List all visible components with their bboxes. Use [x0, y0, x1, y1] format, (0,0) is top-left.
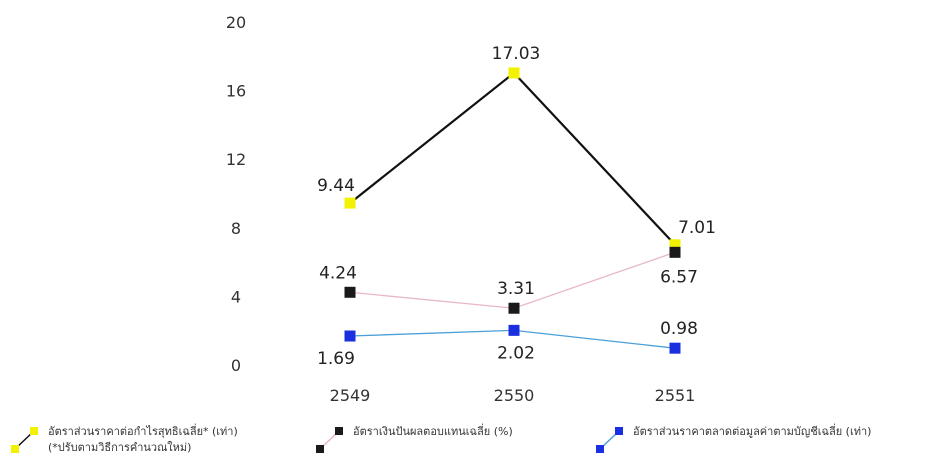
data-label: 7.01: [678, 218, 716, 238]
data-labels: 9.44 17.03 7.01 4.24 3.31 6.57 1.69 2.02 0.98: [317, 44, 716, 369]
y-tick-label: 12: [226, 150, 246, 169]
data-label: 2.02: [497, 343, 535, 363]
data-point: [344, 286, 356, 298]
data-label: 3.31: [497, 279, 535, 299]
x-axis-ticks: 2549 2550 2551: [330, 386, 696, 405]
chart: 0 4 8 12 16 20 2549 2550 2551 9.44 17.03 7.01 4.24…: [226, 13, 716, 405]
legend-pbv-icon: [596, 427, 623, 453]
data-label: 1.69: [317, 349, 355, 369]
data-point: [344, 197, 356, 209]
data-point: [508, 67, 520, 79]
y-tick-label: 16: [226, 82, 246, 101]
data-label: 0.98: [660, 319, 698, 339]
data-point: [669, 342, 681, 354]
data-point: [669, 246, 681, 258]
y-axis-ticks: 0 4 8 12 16 20: [226, 13, 246, 375]
data-label: 4.24: [319, 263, 357, 283]
series-markers: [344, 67, 681, 354]
legend-item-pe: อัตราส่วนราคาต่อกำไรสุทธิเฉลี่ย* (เท่า) …: [10, 424, 238, 456]
legend-item-dividend: อัตราเงินปันผลตอบแทนเฉลี่ย (%): [315, 424, 513, 454]
data-label: 6.57: [660, 267, 698, 287]
series-line: [349, 71, 676, 246]
legend-pe-note: (*ปรับตามวิธีการคำนวณใหม่): [48, 441, 192, 454]
y-tick-label: 4: [231, 287, 241, 306]
y-tick-label: 8: [231, 219, 241, 238]
x-tick-label: 2550: [494, 386, 535, 405]
legend-pe-icon: [11, 427, 38, 453]
data-label: 17.03: [492, 44, 541, 64]
data-label: 9.44: [317, 176, 355, 196]
legend-dividend-label: อัตราเงินปันผลตอบแทนเฉลี่ย (%): [353, 425, 513, 438]
y-tick-label: 20: [226, 13, 246, 32]
y-tick-label: 0: [231, 356, 241, 375]
legend-dividend-icon: [316, 427, 343, 453]
legend-pbv-label: อัตราส่วนราคาตลาดต่อมูลค่าตามบัญชีเฉลี่ย…: [633, 425, 872, 438]
x-tick-label: 2549: [330, 386, 371, 405]
data-point: [344, 330, 356, 342]
data-point: [669, 239, 681, 251]
data-point: [508, 302, 520, 314]
legend: อัตราส่วนราคาต่อกำไรสุทธิเฉลี่ย* (เท่า) …: [0, 422, 947, 469]
data-point: [508, 324, 520, 336]
x-tick-label: 2551: [655, 386, 696, 405]
legend-item-pbv: อัตราส่วนราคาตลาดต่อมูลค่าตามบัญชีเฉลี่ย…: [595, 424, 871, 454]
legend-pe-label: อัตราส่วนราคาต่อกำไรสุทธิเฉลี่ย* (เท่า): [48, 425, 238, 438]
